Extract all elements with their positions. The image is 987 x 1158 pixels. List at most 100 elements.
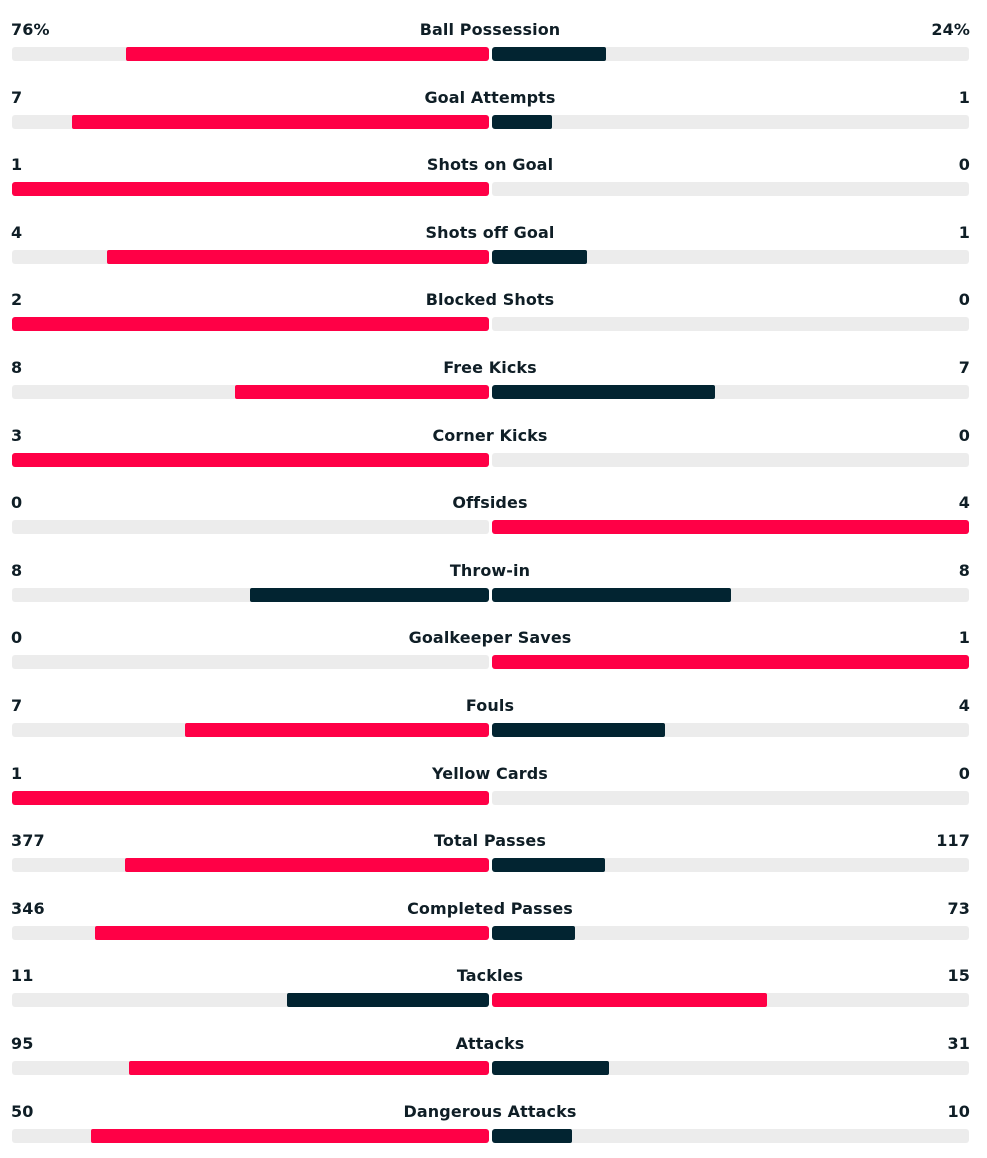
home-value: 1 (11, 155, 23, 175)
home-bar-fill (126, 47, 489, 61)
away-value: 4 (958, 493, 970, 513)
stat-row: 3 Corner Kicks 0 (0, 406, 987, 467)
home-bar-track (12, 723, 489, 737)
home-bar-fill (107, 249, 489, 264)
home-bar-fill (12, 452, 489, 467)
away-value: 31 (947, 1034, 970, 1053)
away-bar-track (492, 723, 969, 737)
stat-row: 7 Goal Attempts 1 (0, 68, 987, 129)
away-bar-track (492, 1128, 969, 1143)
away-bar-track (492, 385, 969, 399)
away-value: 4 (958, 696, 970, 715)
home-bar-track (12, 790, 489, 805)
home-value: 0 (11, 493, 23, 513)
home-value: 3 (11, 425, 23, 445)
stat-label: Tackles (456, 966, 524, 986)
home-bar-fill (95, 925, 489, 940)
home-bar-track (12, 1128, 489, 1143)
home-bar-fill (12, 790, 489, 805)
away-value: 10 (947, 1101, 970, 1121)
away-value: 0 (958, 155, 970, 175)
away-value: 0 (958, 763, 970, 783)
stat-label: Offsides (452, 493, 528, 513)
away-value: 73 (947, 898, 970, 918)
away-bar-fill (492, 1061, 609, 1075)
stat-row: 8 Throw-in 8 (0, 541, 987, 602)
away-bar-track (492, 925, 969, 940)
home-bar-fill (129, 1061, 489, 1075)
stat-label: Corner Kicks (432, 425, 548, 445)
away-bar-fill (492, 114, 552, 129)
away-bar-fill (492, 723, 665, 737)
away-bar-fill (492, 249, 587, 264)
away-bar-fill (492, 993, 767, 1008)
home-bar-fill (12, 182, 489, 197)
home-value: 1 (11, 763, 23, 783)
home-bar-fill (235, 385, 489, 399)
stat-row: 95 Attacks 31 (0, 1014, 987, 1075)
stat-label: Goalkeeper Saves (408, 628, 572, 648)
away-bar-fill (492, 1128, 572, 1143)
away-bar-track (492, 520, 969, 535)
home-bar-track (12, 655, 489, 670)
home-value: 377 (11, 831, 45, 851)
stat-row: 0 Goalkeeper Saves 1 (0, 608, 987, 670)
home-bar-track (12, 587, 489, 602)
home-bar-track (12, 858, 489, 873)
away-bar-fill (492, 655, 969, 670)
away-value: 117 (936, 831, 970, 851)
away-bar-track (492, 790, 969, 805)
away-bar-fill (492, 587, 731, 602)
stat-label: Completed Passes (407, 898, 573, 918)
stat-row: 1 Shots on Goal 0 (0, 135, 987, 197)
stat-row: 4 Shots off Goal 1 (0, 203, 987, 264)
stat-row: 7 Fouls 4 (0, 676, 987, 737)
away-bar-track (492, 182, 969, 197)
home-bar-fill (72, 114, 489, 129)
away-value: 24% (931, 20, 970, 39)
away-bar-track (492, 47, 969, 61)
home-bar-track (12, 114, 489, 129)
away-value: 1 (958, 87, 970, 107)
stat-label: Yellow Cards (432, 763, 548, 783)
home-bar-track (12, 1061, 489, 1075)
home-value: 7 (11, 696, 23, 715)
away-bar-fill (492, 925, 575, 940)
home-value: 8 (11, 358, 23, 377)
home-value: 76% (11, 20, 50, 39)
away-value: 8 (958, 560, 970, 580)
away-bar-track (492, 1061, 969, 1075)
home-bar-fill (287, 993, 489, 1008)
stat-label: Goal Attempts (424, 87, 556, 107)
home-bar-track (12, 182, 489, 197)
away-bar-track (492, 587, 969, 602)
home-value: 0 (11, 628, 23, 648)
away-bar-track (492, 858, 969, 873)
home-value: 7 (11, 87, 23, 107)
stat-label: Total Passes (434, 831, 546, 851)
stat-label: Shots on Goal (426, 155, 554, 175)
stat-row: 2 Blocked Shots 0 (0, 270, 987, 332)
home-value: 4 (11, 222, 23, 242)
away-bar-track (492, 317, 969, 332)
away-value: 1 (958, 628, 970, 648)
stat-row: 50 Dangerous Attacks 10 (0, 1082, 987, 1143)
home-value: 2 (11, 290, 23, 310)
stat-label: Fouls (465, 696, 515, 715)
home-bar-track (12, 249, 489, 264)
home-bar-fill (125, 858, 489, 873)
home-bar-track (12, 317, 489, 332)
stat-row: 346 Completed Passes 73 (0, 879, 987, 940)
stat-row: 76% Ball Possession 24% (0, 0, 987, 61)
home-bar-track (12, 385, 489, 399)
stat-label: Blocked Shots (425, 290, 555, 310)
away-value: 15 (947, 966, 970, 986)
home-bar-fill (185, 723, 489, 737)
stat-label: Ball Possession (419, 20, 561, 39)
away-bar-fill (492, 385, 715, 399)
stat-label: Dangerous Attacks (403, 1101, 577, 1121)
away-bar-track (492, 655, 969, 670)
home-value: 11 (11, 966, 34, 986)
stat-row: 11 Tackles 15 (0, 946, 987, 1008)
